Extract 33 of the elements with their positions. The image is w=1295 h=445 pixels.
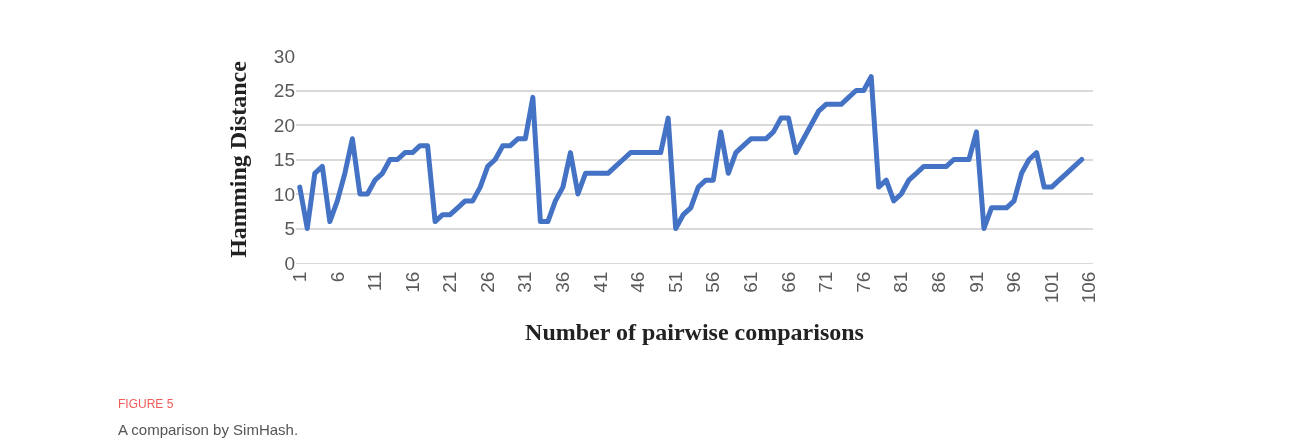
y-axis-title: Hamming Distance (224, 60, 251, 258)
x-tick-label: 96 (1003, 271, 1025, 293)
caption: FIGURE 5 (118, 397, 174, 411)
text: A comparison by SimHash. (118, 421, 299, 438)
x-tick-label: 16 (401, 271, 423, 293)
x-tick-label: 6 (326, 271, 348, 283)
y-tick-label: 0 (284, 252, 295, 274)
x-tick-label: 46 (627, 271, 649, 293)
x-tick-label: 76 (852, 271, 874, 293)
x-tick-label: 81 (890, 271, 912, 293)
y-tick-label: 5 (284, 218, 295, 240)
y-tick-label: 20 (273, 114, 295, 136)
y-tick-label: 15 (273, 149, 295, 171)
x-tick-label: 56 (702, 271, 724, 293)
x-tick-label: 106 (1078, 271, 1100, 304)
y-tick-label: 10 (273, 183, 295, 205)
x-tick-label: 51 (664, 271, 686, 293)
y-tick-label: 25 (273, 80, 295, 102)
x-tick-label: 91 (965, 271, 987, 293)
x-tick-label: 1 (288, 271, 310, 283)
x-tick-label: 26 (476, 271, 498, 293)
x-tick-label: 31 (514, 271, 536, 293)
x-tick-label: 66 (777, 271, 799, 293)
x-axis-title: Number of pairwise comparisons (525, 318, 864, 345)
x-tick-label: 41 (589, 271, 611, 293)
x-tick-label: 61 (740, 271, 762, 293)
x-tick-label: 21 (439, 271, 461, 293)
x-tick-label: 11 (364, 271, 386, 292)
x-tick-label: 36 (552, 271, 574, 293)
x-tick-label: 86 (928, 271, 950, 293)
x-tick-label: 71 (815, 271, 837, 293)
x-tick-label: 101 (1040, 271, 1062, 304)
y-tick-label: 30 (273, 45, 295, 67)
